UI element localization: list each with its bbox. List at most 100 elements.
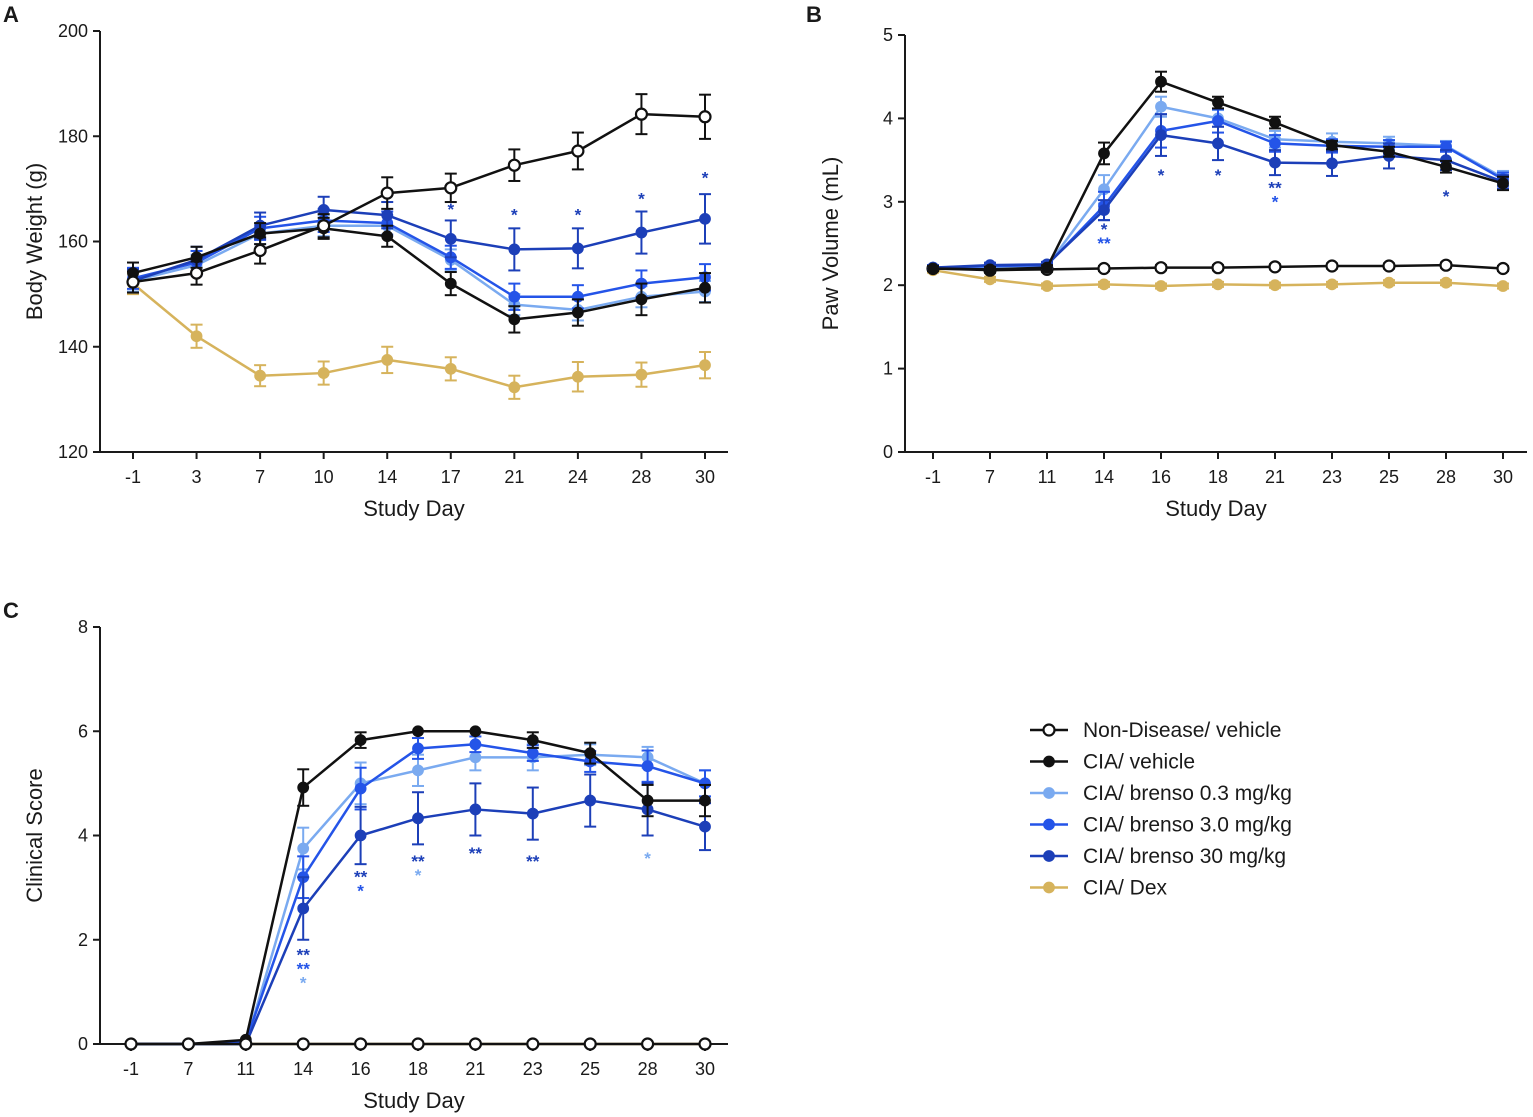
series-dex	[927, 264, 1509, 292]
series-nd	[124, 1037, 712, 1051]
data-point-cia	[984, 263, 996, 276]
data-point-cia	[1041, 261, 1053, 274]
data-point-b30	[699, 820, 711, 833]
legend-label: CIA/ vehicle	[1083, 751, 1195, 774]
data-point-nd	[124, 1037, 138, 1051]
legend-label: Non-Disease/ vehicle	[1083, 719, 1281, 742]
data-point-nd	[526, 1037, 540, 1051]
x-tick-label: 28	[1436, 467, 1456, 487]
significance-marker: **	[1268, 178, 1282, 197]
data-point-b3	[469, 738, 482, 751]
x-tick-label: 30	[695, 1059, 715, 1079]
x-tick-label: 21	[1265, 467, 1285, 487]
data-point-nd	[253, 243, 267, 258]
y-axis-title: Paw Volume (mL)	[818, 157, 843, 331]
data-point-nd	[507, 158, 521, 172]
data-point-b30	[699, 212, 711, 225]
data-point-cia	[1440, 160, 1452, 173]
data-point-dex	[254, 369, 267, 382]
legend-entry: CIA/ vehicle	[1030, 751, 1195, 774]
x-tick-label: 21	[504, 467, 524, 487]
data-point-b03	[469, 751, 482, 764]
data-point-nd	[634, 107, 649, 121]
data-point-dex	[1269, 279, 1281, 292]
data-point-dex	[1383, 276, 1395, 289]
data-point-b30	[1326, 157, 1338, 170]
series-cia	[927, 70, 1509, 276]
x-axis-title: Study Day	[363, 496, 465, 521]
x-tick-label: 7	[985, 467, 995, 487]
y-tick-label: 140	[58, 337, 88, 357]
data-point-b30	[1098, 204, 1110, 217]
significance-marker: *	[1101, 220, 1108, 239]
significance-marker: *	[1443, 187, 1450, 206]
significance-marker: *	[357, 881, 364, 900]
x-tick-label: 16	[1151, 467, 1171, 487]
significance-marker: *	[644, 849, 651, 868]
data-point-dex	[1098, 278, 1110, 291]
significance-marker: **	[526, 852, 540, 871]
legend-swatch-marker	[1043, 787, 1055, 799]
data-point-b03	[412, 764, 424, 777]
data-point-nd	[468, 1037, 482, 1051]
significance-marker: **	[1097, 234, 1111, 253]
data-point-cia	[571, 306, 584, 319]
y-tick-label: 0	[78, 1034, 88, 1054]
data-point-nd	[1382, 259, 1396, 273]
series-line-b3	[131, 743, 706, 1046]
data-point-cia	[641, 794, 654, 807]
legend-label: CIA/ brenso 0.3 mg/kg	[1083, 782, 1292, 805]
legend-entry: CIA/ brenso 0.3 mg/kg	[1030, 782, 1292, 805]
series-nd	[126, 93, 712, 294]
data-point-cia	[297, 781, 310, 794]
y-tick-label: 160	[58, 232, 88, 252]
data-point-nd	[1496, 261, 1510, 276]
series-b03	[125, 743, 711, 1050]
y-tick-label: 2	[883, 275, 893, 295]
data-point-b03	[1155, 100, 1167, 113]
data-point-dex	[190, 330, 203, 343]
y-tick-label: 180	[58, 126, 88, 146]
y-axis-title: Clinical Score	[22, 768, 47, 903]
data-point-b30	[1212, 137, 1224, 150]
x-tick-label: 30	[695, 467, 715, 487]
data-point-b30	[381, 209, 394, 222]
data-point-nd	[1211, 261, 1225, 275]
data-point-nd	[571, 144, 585, 158]
legend-swatch-marker	[1043, 881, 1055, 894]
data-point-nd	[317, 219, 331, 233]
data-point-cia	[1383, 145, 1395, 158]
x-tick-label: 28	[631, 467, 651, 487]
data-point-b03	[297, 842, 310, 855]
panel-letter: B	[806, 2, 822, 27]
data-point-b30	[635, 226, 648, 239]
data-point-dex	[444, 362, 457, 375]
data-point-cia	[635, 293, 648, 306]
series-cia	[127, 216, 711, 334]
legend-entry: CIA/ brenso 30 mg/kg	[1030, 845, 1286, 868]
data-point-cia	[1155, 75, 1167, 88]
data-point-dex	[1326, 278, 1338, 291]
x-tick-label: 25	[1379, 467, 1399, 487]
data-point-dex	[571, 370, 584, 383]
data-point-dex	[1440, 276, 1452, 289]
legend-entry: Non-Disease/ vehicle	[1030, 719, 1281, 742]
data-point-b3	[412, 742, 424, 755]
data-point-b30	[297, 902, 310, 915]
panel-letter: A	[3, 2, 19, 27]
legend-entry: CIA/ brenso 3.0 mg/kg	[1030, 814, 1292, 837]
data-point-nd	[1154, 261, 1168, 275]
data-point-nd	[698, 1037, 712, 1051]
data-point-cia	[412, 725, 424, 738]
series-line-b30	[132, 208, 706, 283]
data-point-cia	[584, 747, 597, 760]
legend-label: CIA/ brenso 3.0 mg/kg	[1083, 814, 1292, 837]
x-tick-label: 3	[192, 467, 202, 487]
data-point-nd	[444, 181, 458, 195]
data-point-b3	[526, 747, 539, 760]
legend-entry: CIA/ Dex	[1030, 877, 1168, 900]
x-tick-label: 11	[236, 1059, 255, 1079]
x-axis-title: Study Day	[1165, 496, 1267, 521]
series-dex	[127, 272, 711, 400]
